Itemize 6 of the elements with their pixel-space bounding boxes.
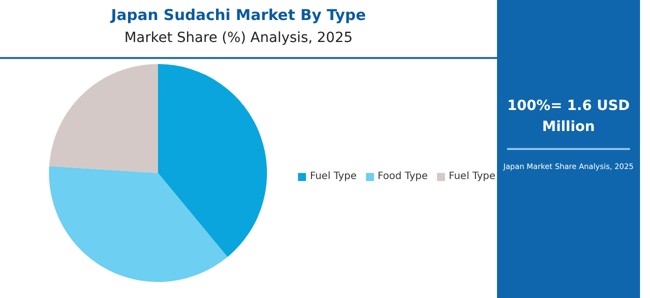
text: 100%= 1.6 USD Million (506, 97, 631, 137)
legend-label: Fuel Type (309, 171, 357, 182)
chart-title: Japan Sudachi Market By Type (109, 6, 367, 24)
legend-label: Food Type (376, 171, 428, 182)
chart-subtitle: Market Share (%) Analysis, 2025 (123, 30, 354, 46)
legend-label: Fuel Type (448, 171, 496, 182)
